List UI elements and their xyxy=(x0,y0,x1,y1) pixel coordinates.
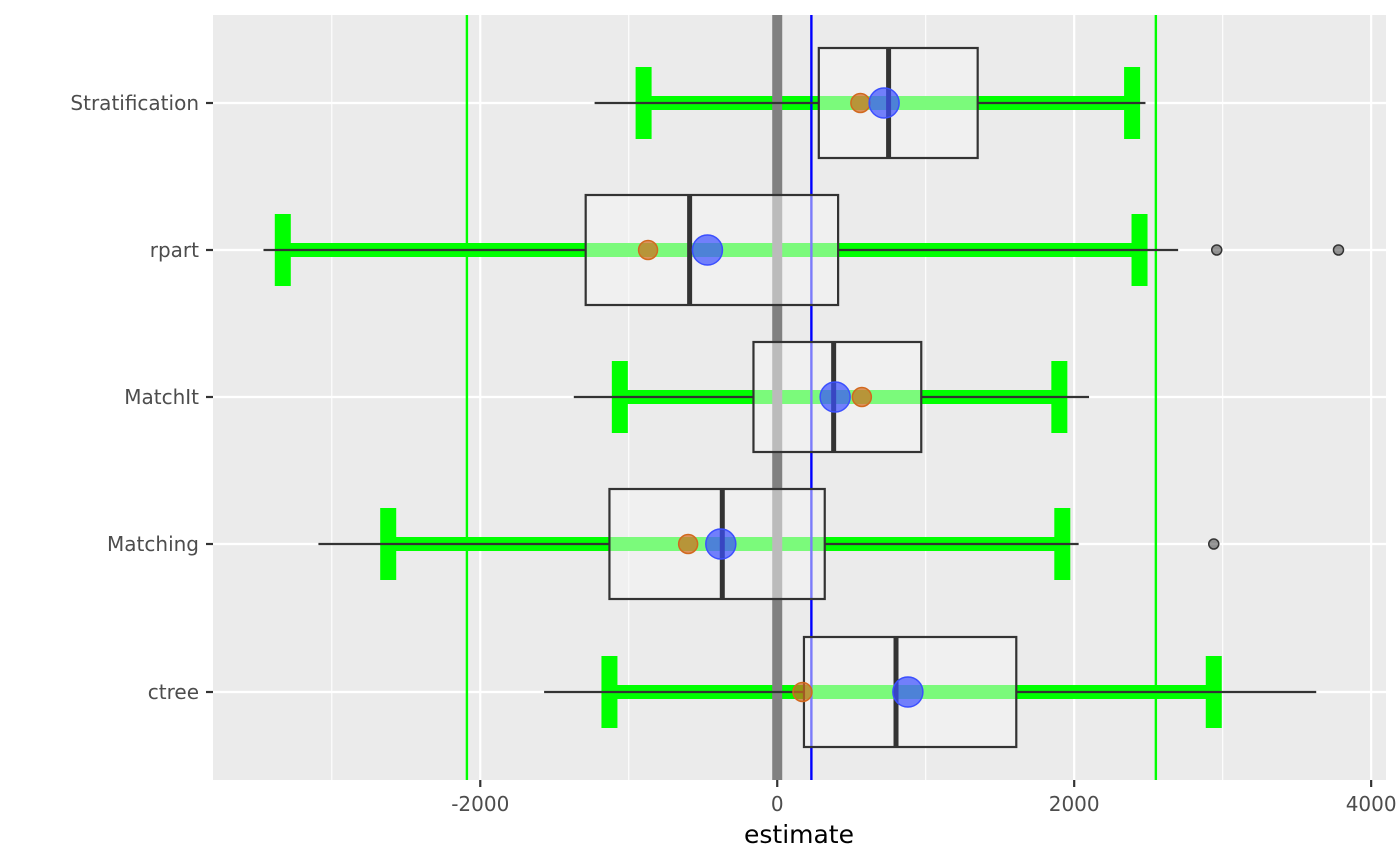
outlier-point xyxy=(1210,244,1223,256)
estimate-point-orange xyxy=(637,239,659,261)
estimate-point-blue xyxy=(868,87,900,119)
y-tick-label: Stratification xyxy=(70,91,199,115)
estimate-point-blue xyxy=(705,528,737,560)
x-tick-label: 2000 xyxy=(1049,792,1100,816)
outlier-point xyxy=(1332,244,1345,256)
estimate-point-blue xyxy=(892,676,924,708)
estimate-point-orange xyxy=(850,92,871,114)
estimate-point-orange xyxy=(677,533,699,555)
y-tick-label: MatchIt xyxy=(124,385,199,409)
estimate-point-blue xyxy=(691,234,724,266)
estimate-points xyxy=(637,87,924,708)
x-axis-title: estimate xyxy=(744,820,854,849)
y-tick-label: rpart xyxy=(150,238,199,262)
estimate-point-blue xyxy=(819,381,851,413)
estimate-point-orange xyxy=(851,386,873,408)
boxplots xyxy=(263,46,1345,749)
x-tick-label: 4000 xyxy=(1346,792,1397,816)
estimate-point-orange xyxy=(792,681,813,703)
x-tick-label: -2000 xyxy=(451,792,509,816)
y-tick-label: ctree xyxy=(148,680,199,704)
x-tick-label: 0 xyxy=(771,792,784,816)
axes: -2000 0 2000 4000 Stratification rpart MatchIt… xyxy=(70,91,1396,816)
outlier-point xyxy=(1208,538,1220,550)
y-tick-label: Matching xyxy=(107,532,199,556)
